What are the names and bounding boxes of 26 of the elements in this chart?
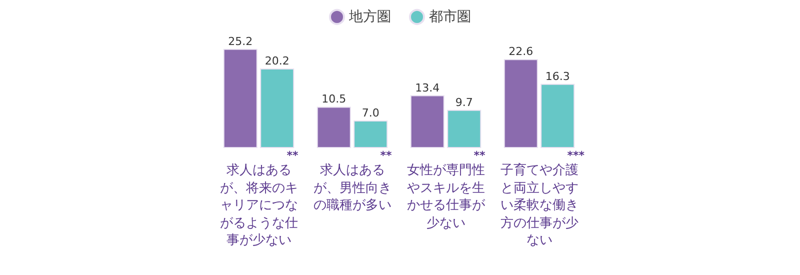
data-label: 10.5	[322, 92, 346, 106]
text: **	[286, 149, 298, 162]
text: ***	[567, 149, 585, 162]
x-tick-label: 求人はあるが、男性向きの職種が多い	[312, 162, 392, 215]
data-label: 22.6	[508, 45, 534, 58]
legend-label: 地方圏	[348, 9, 391, 25]
data-label: 25.2	[228, 34, 253, 48]
bar	[504, 59, 538, 148]
data-label: 9.7	[455, 96, 473, 109]
x-tick-label: 子育てや介護と両立しやすい柔軟な働き方の仕事が少ない	[499, 162, 580, 250]
x-tick-label: 求人はあるが、将来のキャリアにつながるような仕事が少ない	[218, 162, 299, 250]
bar	[260, 68, 294, 148]
bar	[354, 120, 388, 148]
data-label: 20.2	[264, 54, 290, 68]
bar	[223, 48, 258, 148]
bar	[540, 84, 575, 148]
text: **	[380, 149, 392, 162]
bar	[410, 95, 444, 148]
bar	[447, 110, 482, 148]
data-label: 7.0	[362, 106, 380, 120]
data-label: 16.3	[545, 70, 570, 83]
legend-label: 都市圏	[429, 9, 471, 25]
x-tick-label: 女性が専門性やスキルを生かせる仕事が少ない	[406, 162, 486, 232]
text: **	[474, 149, 486, 162]
data-label: 13.4	[415, 81, 440, 94]
bar	[316, 106, 351, 148]
